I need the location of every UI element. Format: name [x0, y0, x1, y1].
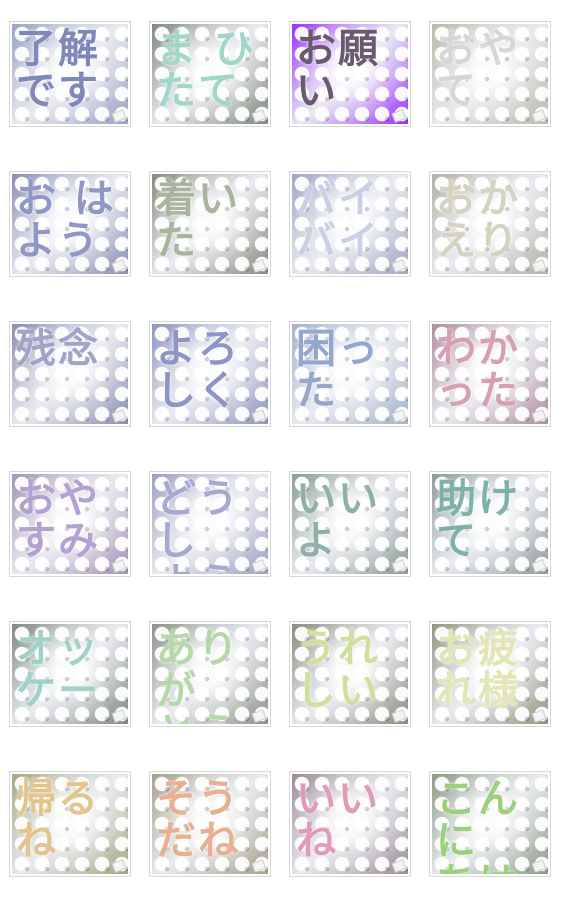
- sticker-18[interactable]: ありが とう: [150, 622, 270, 726]
- tomoe-pattern-accent: [152, 774, 268, 874]
- sticker-label: 残念: [16, 326, 100, 372]
- tomoe-pattern: [292, 24, 408, 124]
- sticker-label: ま ひ たて: [156, 26, 256, 114]
- tomoe-pattern-accent: [152, 324, 268, 424]
- tomoe-pattern-accent: [152, 474, 268, 574]
- sticker-label: いい ね: [296, 776, 380, 864]
- sticker-label: オッ ケー: [16, 626, 100, 714]
- tomoe-pattern-accent: [152, 24, 268, 124]
- tomoe-pattern-accent: [12, 624, 128, 724]
- sticker-label: おや すみ: [16, 476, 100, 564]
- sticker-9[interactable]: 残念: [10, 322, 130, 426]
- sticker-label: お疲 れ様: [436, 626, 520, 714]
- sticker-label: 困っ た: [296, 326, 380, 414]
- tomoe-pattern: [12, 774, 128, 874]
- tomoe-pattern: [12, 24, 128, 124]
- tomoe-pattern-accent: [12, 174, 128, 274]
- tomoe-pattern-accent: [12, 324, 128, 424]
- tomoe-pattern: [432, 774, 548, 874]
- sticker-label: いい よ: [296, 476, 380, 564]
- sticker-11[interactable]: 困っ た: [290, 322, 410, 426]
- tomoe-pattern-accent: [12, 474, 128, 574]
- sticker-label: おか えり: [436, 176, 520, 264]
- tomoe-pattern: [292, 624, 408, 724]
- sticker-label: うれ しい: [296, 626, 380, 714]
- tomoe-pattern: [432, 474, 548, 574]
- tomoe-pattern: [432, 324, 548, 424]
- sticker-20[interactable]: お疲 れ様: [430, 622, 550, 726]
- sticker-3[interactable]: お願 い: [290, 22, 410, 126]
- tomoe-pattern: [152, 624, 268, 724]
- tomoe-pattern-accent: [292, 774, 408, 874]
- tomoe-pattern-accent: [12, 24, 128, 124]
- sticker-23[interactable]: いい ね: [290, 772, 410, 876]
- sticker-label: わか った: [436, 326, 520, 414]
- tomoe-pattern-accent: [432, 774, 548, 874]
- sticker-24[interactable]: こんに ちは: [430, 772, 550, 876]
- tomoe-pattern-accent: [432, 174, 548, 274]
- sticker-21[interactable]: 帰る ね: [10, 772, 130, 876]
- sticker-22[interactable]: そう だね: [150, 772, 270, 876]
- sticker-label: どうし よう: [156, 476, 240, 574]
- tomoe-pattern: [12, 174, 128, 274]
- tomoe-pattern-accent: [292, 324, 408, 424]
- tomoe-pattern: [12, 474, 128, 574]
- tomoe-pattern: [152, 324, 268, 424]
- sticker-label: お願 い: [296, 26, 380, 114]
- tomoe-pattern: [152, 774, 268, 874]
- sticker-label: 了解 です: [16, 26, 100, 114]
- sticker-2[interactable]: ま ひ たて: [150, 22, 270, 126]
- tomoe-pattern-accent: [292, 624, 408, 724]
- tomoe-pattern: [152, 174, 268, 274]
- sticker-4[interactable]: おやて: [430, 22, 550, 126]
- tomoe-pattern: [292, 774, 408, 874]
- tomoe-pattern-accent: [292, 474, 408, 574]
- sticker-label: バイ バイ: [296, 176, 380, 264]
- sticker-label: ありが とう: [156, 626, 240, 724]
- tomoe-pattern: [292, 474, 408, 574]
- sticker-label: 帰る ね: [16, 776, 100, 864]
- sticker-label: よろ しく: [156, 326, 240, 414]
- tomoe-pattern-accent: [292, 174, 408, 274]
- sticker-5[interactable]: お は よう: [10, 172, 130, 276]
- tomoe-pattern-accent: [292, 24, 408, 124]
- tomoe-pattern: [12, 624, 128, 724]
- tomoe-pattern-accent: [432, 474, 548, 574]
- sticker-6[interactable]: 着い た: [150, 172, 270, 276]
- tomoe-pattern-accent: [152, 624, 268, 724]
- sticker-10[interactable]: よろ しく: [150, 322, 270, 426]
- tomoe-pattern-accent: [12, 774, 128, 874]
- tomoe-pattern: [292, 324, 408, 424]
- sticker-label: 着い た: [156, 176, 240, 264]
- sticker-label: 助け て: [436, 476, 520, 564]
- sticker-1[interactable]: 了解 です: [10, 22, 130, 126]
- tomoe-pattern: [432, 624, 548, 724]
- sticker-19[interactable]: うれ しい: [290, 622, 410, 726]
- tomoe-pattern-accent: [152, 174, 268, 274]
- tomoe-pattern-accent: [432, 324, 548, 424]
- sticker-15[interactable]: いい よ: [290, 472, 410, 576]
- tomoe-pattern: [12, 324, 128, 424]
- sticker-label: こんに ちは: [436, 776, 520, 874]
- tomoe-pattern: [292, 174, 408, 274]
- tomoe-pattern-accent: [432, 24, 548, 124]
- sticker-12[interactable]: わか った: [430, 322, 550, 426]
- tomoe-pattern: [432, 174, 548, 274]
- sticker-label: おやて: [436, 26, 520, 114]
- tomoe-pattern-accent: [432, 624, 548, 724]
- sticker-7[interactable]: バイ バイ: [290, 172, 410, 276]
- sticker-14[interactable]: どうし よう: [150, 472, 270, 576]
- tomoe-pattern: [152, 24, 268, 124]
- sticker-8[interactable]: おか えり: [430, 172, 550, 276]
- sticker-16[interactable]: 助け て: [430, 472, 550, 576]
- sticker-label: そう だね: [156, 776, 240, 864]
- sticker-label: お は よう: [16, 176, 116, 264]
- tomoe-pattern: [432, 24, 548, 124]
- tomoe-pattern: [152, 474, 268, 574]
- sticker-13[interactable]: おや すみ: [10, 472, 130, 576]
- sticker-17[interactable]: オッ ケー: [10, 622, 130, 726]
